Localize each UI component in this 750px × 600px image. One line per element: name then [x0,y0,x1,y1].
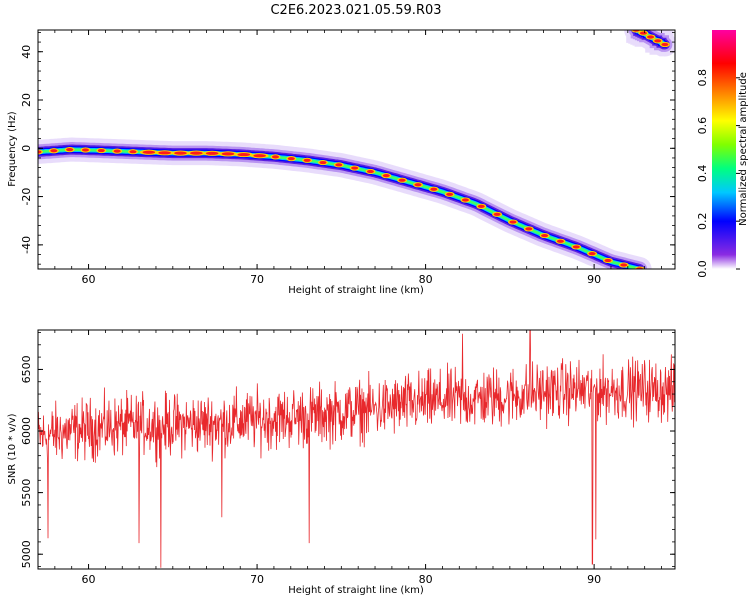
ridge-peak-core [205,151,219,155]
x-tick-label: 80 [419,273,433,286]
ridge-peak-core [38,150,42,154]
ridge-peak-core [604,258,612,263]
ridge-peak-core [430,187,438,191]
x-tick-label: 70 [250,573,264,586]
ridge-peak-core [366,169,374,174]
colorbar-label: Normalized spectral amplitude [738,72,749,226]
x-tick-label: 60 [82,273,96,286]
y-tick-label: 40 [20,45,33,59]
ridge-peak-core [158,151,171,155]
ridge-peak-core [142,150,156,154]
ridge-peak-core [287,157,295,161]
y-tick-label: 5000 [20,540,33,568]
snr-ylabel: SNR (10 * v/v) [7,413,18,484]
y-tick-label: 0 [20,145,33,152]
ridge-peak-core [493,212,501,216]
x-tick-label: 60 [82,573,96,586]
ridge-peak-core [237,152,251,157]
aliased-ridge-peak-core [639,31,647,35]
aliased-ridge-peak-core [654,39,662,43]
ridge-peak-core [461,198,469,202]
ridge-peak-core [97,148,105,153]
x-tick-label: 90 [587,573,601,586]
ridge-peak-core [588,252,596,256]
x-tick-label: 70 [250,273,264,286]
ridge-peak-core [335,163,343,167]
ridge-peak-core [620,263,628,267]
spectrogram-frame [37,29,676,270]
ridge-peak-core [50,149,58,153]
figure-title: C2E6.2023.021.05.59.R03 [270,3,441,18]
snr-frame [37,329,676,570]
ridge-peak-core [556,239,564,243]
y-tick-label: 6000 [20,417,33,445]
snr-axes: 60 70 80 90 5000 5500 6000 6500 [20,330,675,586]
y-tick-label: 6500 [20,355,33,383]
ridge-peak-core [221,152,235,156]
ridge-peak-core [190,151,203,155]
ridge-peak-core [572,245,580,249]
y-tick-label: -40 [20,236,33,254]
ridge-peak-core [477,204,485,208]
ridge-peak-core [509,220,517,224]
spectrogram-panel: 60 70 80 90 -40 -20 0 20 40 Height of straight l… [7,29,676,296]
ridge-peak-core [174,151,187,155]
colorbar-tick-label: 0.6 [696,117,709,135]
snr-series-line [38,330,675,568]
colorbar: 0.0 0.2 0.4 0.6 0.8 Normalized spectral ampl… [696,30,749,278]
ridge-peak-core [81,148,89,152]
x-tick-label: 90 [587,273,601,286]
colorbar-tick-label: 0.4 [696,165,709,183]
snr-plot-area [38,330,675,568]
ridge-peak-core [129,150,137,154]
ridge-peak-core [351,166,359,170]
ridge-peak-core [303,158,311,162]
ridge-peak-core [414,183,422,187]
colorbar-gradient [712,30,736,269]
ridge-peak-core [382,174,390,178]
snr-xlabel: Height of straight line (km) [288,585,424,596]
ridge-peak-core [113,149,121,153]
aliased-ridge-peak-core [647,35,655,39]
spectrogram-axes: 60 70 80 90 -40 -20 0 20 40 [20,30,675,286]
ridge-peak-core [541,233,549,238]
ridge-peak-core [398,178,406,182]
aliased-ridge-peak-core [661,42,669,47]
colorbar-tick-label: 0.8 [696,69,709,87]
colorbar-tick-label: 0.2 [696,212,709,230]
ridge-peak-core [271,155,279,159]
ridge-peak-core [319,160,327,165]
y-tick-label: -20 [20,188,33,206]
ridge-peak-core [525,227,533,231]
y-tick-label: 5500 [20,479,33,507]
spectrogram-plot-area [38,30,675,269]
spectrogram-ylabel: Frequency (Hz) [7,111,18,187]
x-tick-label: 80 [419,573,433,586]
colorbar-ticks: 0.0 0.2 0.4 0.6 0.8 [696,69,740,278]
y-tick-label: 20 [20,93,33,107]
spectrogram-xlabel: Height of straight line (km) [288,285,424,296]
ridge-peak-core [253,154,266,158]
snr-panel: 60 70 80 90 5000 5500 6000 6500 Height of strai… [7,329,676,596]
ridge-peak-core [66,148,74,152]
ridge-peak-core [446,192,454,196]
colorbar-tick-label: 0.0 [696,260,709,278]
